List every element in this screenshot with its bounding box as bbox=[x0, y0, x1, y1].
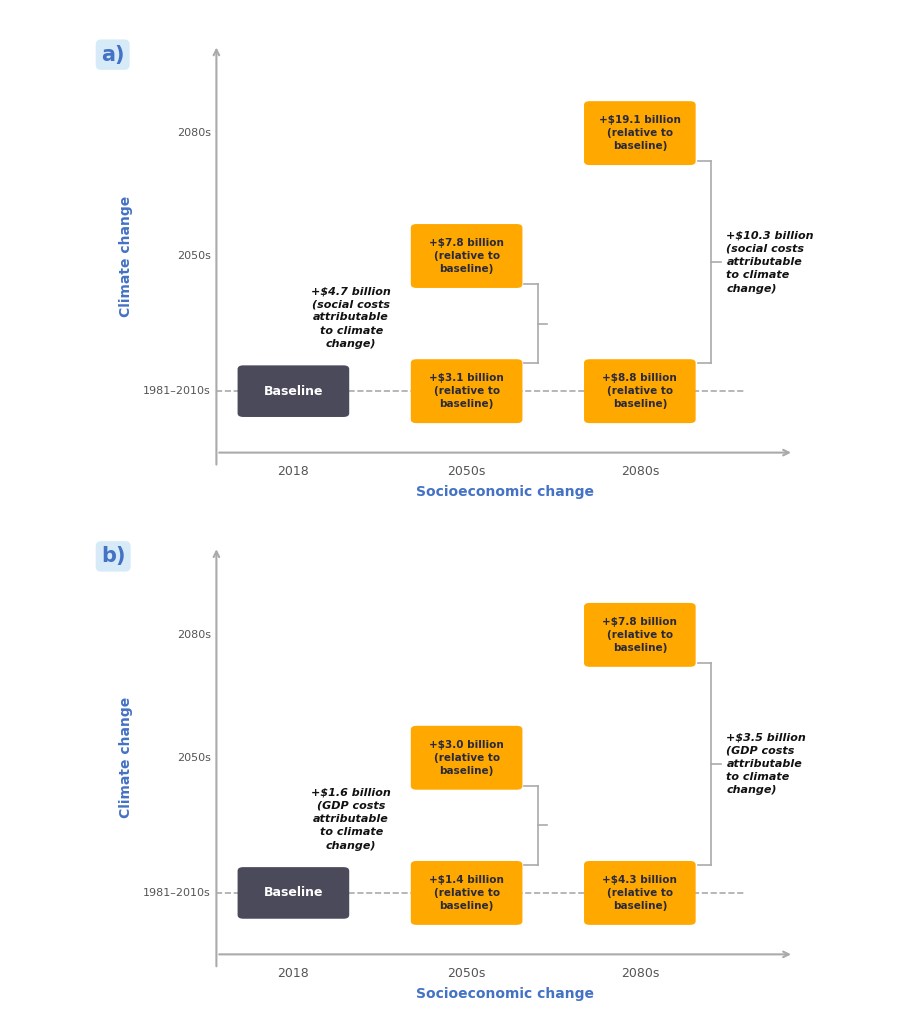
Text: Socioeconomic change: Socioeconomic change bbox=[416, 485, 594, 499]
Text: 2050s: 2050s bbox=[177, 251, 211, 261]
FancyBboxPatch shape bbox=[411, 726, 522, 790]
Text: 2080s: 2080s bbox=[176, 128, 211, 138]
FancyBboxPatch shape bbox=[237, 366, 349, 417]
Text: +$4.3 billion
(relative to
baseline): +$4.3 billion (relative to baseline) bbox=[603, 876, 677, 910]
Text: b): b) bbox=[101, 547, 125, 566]
Text: 1981–2010s: 1981–2010s bbox=[142, 386, 211, 396]
Text: +$8.8 billion
(relative to
baseline): +$8.8 billion (relative to baseline) bbox=[603, 374, 677, 409]
Text: Baseline: Baseline bbox=[264, 385, 323, 397]
Text: +$3.0 billion
(relative to
baseline): +$3.0 billion (relative to baseline) bbox=[429, 740, 504, 775]
FancyBboxPatch shape bbox=[237, 867, 349, 919]
Text: 2080s: 2080s bbox=[621, 465, 659, 478]
FancyBboxPatch shape bbox=[411, 861, 522, 925]
Text: 2050s: 2050s bbox=[447, 465, 486, 478]
Text: 2050s: 2050s bbox=[447, 967, 486, 980]
FancyBboxPatch shape bbox=[584, 603, 696, 667]
FancyBboxPatch shape bbox=[584, 359, 696, 423]
Text: +$3.5 billion
(GDP costs
attributable
to climate
change): +$3.5 billion (GDP costs attributable to… bbox=[727, 732, 806, 796]
Text: Climate change: Climate change bbox=[119, 697, 133, 818]
Text: 2080s: 2080s bbox=[176, 630, 211, 640]
Text: +$4.7 billion
(social costs
attributable
to climate
change): +$4.7 billion (social costs attributable… bbox=[311, 286, 391, 349]
Text: Socioeconomic change: Socioeconomic change bbox=[416, 987, 594, 1000]
Text: 2018: 2018 bbox=[278, 465, 310, 478]
Text: Baseline: Baseline bbox=[264, 887, 323, 899]
Text: 2050s: 2050s bbox=[177, 753, 211, 763]
Text: +$1.4 billion
(relative to
baseline): +$1.4 billion (relative to baseline) bbox=[429, 876, 504, 910]
Text: +$7.8 billion
(relative to
baseline): +$7.8 billion (relative to baseline) bbox=[603, 617, 677, 652]
Text: +$1.6 billion
(GDP costs
attributable
to climate
change): +$1.6 billion (GDP costs attributable to… bbox=[311, 787, 391, 851]
Text: +$10.3 billion
(social costs
attributable
to climate
change): +$10.3 billion (social costs attributabl… bbox=[727, 230, 814, 294]
Text: +$3.1 billion
(relative to
baseline): +$3.1 billion (relative to baseline) bbox=[429, 374, 504, 409]
FancyBboxPatch shape bbox=[584, 861, 696, 925]
Text: 2080s: 2080s bbox=[621, 967, 659, 980]
FancyBboxPatch shape bbox=[584, 101, 696, 165]
Text: +$7.8 billion
(relative to
baseline): +$7.8 billion (relative to baseline) bbox=[429, 239, 504, 273]
Text: +$19.1 billion
(relative to
baseline): +$19.1 billion (relative to baseline) bbox=[599, 116, 681, 151]
FancyBboxPatch shape bbox=[411, 224, 522, 288]
Text: 1981–2010s: 1981–2010s bbox=[142, 888, 211, 898]
FancyBboxPatch shape bbox=[411, 359, 522, 423]
Text: Climate change: Climate change bbox=[119, 196, 133, 316]
Text: a): a) bbox=[101, 45, 124, 65]
Text: 2018: 2018 bbox=[278, 967, 310, 980]
